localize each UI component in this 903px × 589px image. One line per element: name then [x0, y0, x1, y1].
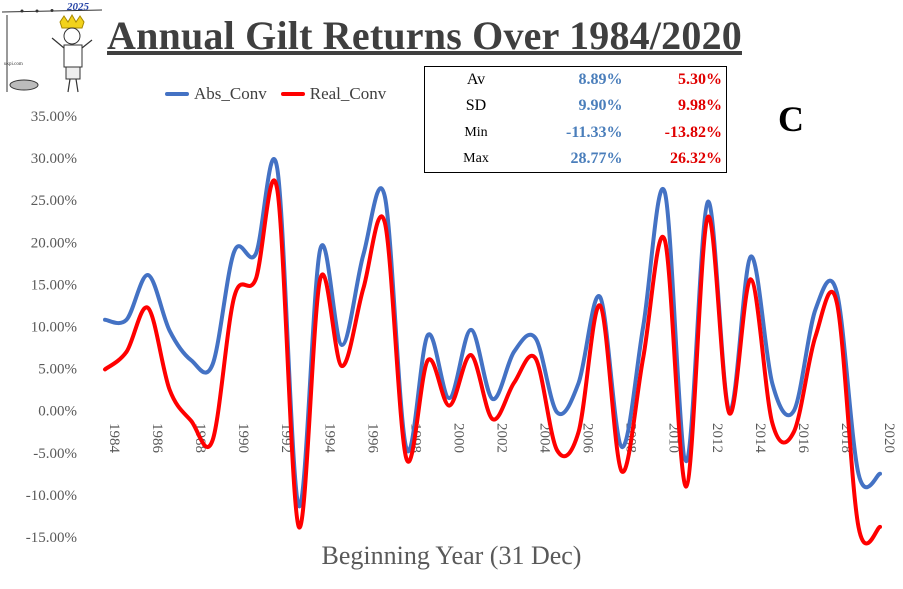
figure-head [63, 27, 81, 45]
stats-row-sd: SD 9.90% 9.98% [425, 93, 727, 119]
y-tick-label: -10.00% [26, 488, 77, 504]
stats-row-min: Min -11.33% -13.82% [425, 119, 727, 145]
legend-swatch-abs [165, 92, 189, 96]
stats-abs-sd: 9.90% [578, 97, 623, 115]
legend-label-abs: Abs_Conv [194, 84, 267, 103]
y-tick-label: -5.00% [33, 446, 77, 462]
stats-abs-min: -11.33% [566, 123, 623, 141]
x-tick-label: 1990 [235, 423, 251, 453]
series-lines [103, 157, 882, 546]
x-tick-label: 2006 [580, 423, 596, 454]
y-tick-label: 10.00% [31, 320, 77, 336]
x-tick-label: 2016 [795, 423, 811, 454]
y-tick-label: 0.00% [38, 404, 77, 420]
x-axis-label: Beginning Year (31 Dec) [321, 541, 582, 570]
x-tick-label: 2020 [881, 423, 897, 453]
stats-label-max: Max [463, 150, 489, 166]
y-tick-label: 25.00% [31, 193, 77, 209]
x-tick-label: 1986 [149, 423, 165, 454]
y-tick-label: 30.00% [31, 151, 77, 167]
logo-caption: ukpi.com [4, 62, 23, 67]
stats-real-min: -13.82% [664, 123, 722, 141]
series-line-abs-conv [103, 157, 882, 508]
stats-row-max: Max 28.77% 26.32% [425, 146, 727, 173]
stats-real-max: 26.32% [670, 149, 722, 167]
x-tick-label: 1994 [321, 423, 337, 454]
legend-item-abs: Abs_Conv [165, 84, 267, 104]
y-tick-label: 20.00% [31, 235, 77, 251]
legend-swatch-real [280, 92, 305, 96]
x-tick-label: 1984 [106, 423, 122, 454]
y-tick-label: 35.00% [31, 109, 77, 125]
stats-abs-max: 28.77% [570, 149, 623, 167]
chart-legend: Abs_Conv Real_Conv [165, 84, 386, 104]
y-axis: 35.00% 30.00% 25.00% 20.00% 15.00% 10.00% 5.00… [26, 109, 77, 546]
stats-label-av: Av [466, 71, 486, 89]
stats-label-sd: SD [465, 97, 487, 115]
stats-label-min: Min [464, 124, 488, 140]
y-tick-label: 15.00% [31, 277, 77, 293]
y-tick-label: 5.00% [38, 362, 77, 378]
cartoon-logo: 2025 ukpi.com [2, 1, 102, 93]
stats-table: Av 8.89% 5.30% SD 9.90% 9.98% Min -11.33… [424, 66, 727, 173]
x-tick-label: 2012 [709, 423, 725, 453]
logo-year: 2025 [66, 1, 90, 13]
legend-item-real: Real_Conv [280, 84, 387, 104]
chart-title: Annual Gilt Returns Over 1984/2020 [107, 13, 742, 58]
x-tick-label: 1996 [364, 423, 380, 454]
x-tick-label: 2004 [537, 423, 553, 454]
stats-real-av: 5.30% [678, 71, 722, 89]
x-tick-label: 2000 [450, 423, 466, 453]
stats-real-sd: 9.98% [678, 97, 722, 115]
legend-label-real: Real_Conv [309, 84, 387, 103]
series-line-real-conv [103, 178, 882, 546]
x-tick-label: 2014 [752, 423, 768, 454]
y-tick-label: -15.00% [26, 530, 77, 546]
coin-icon [9, 79, 39, 91]
stats-row-av: Av 8.89% 5.30% [425, 67, 727, 94]
x-tick-label: 2002 [494, 423, 510, 453]
copyright-symbol: C [778, 99, 804, 139]
stats-abs-av: 8.89% [578, 71, 623, 89]
